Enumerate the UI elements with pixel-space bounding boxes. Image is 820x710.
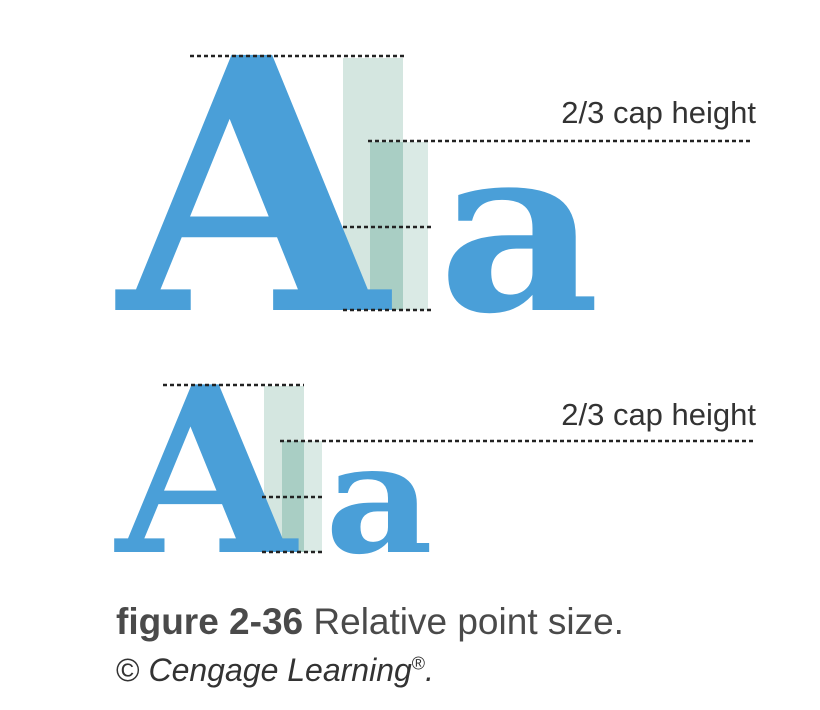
credit-name: Cengage Learning [148, 652, 411, 688]
figure-caption: figure 2-36 Relative point size. [116, 602, 624, 643]
credit-period: . [425, 652, 434, 688]
small-lowercase-letter: a [325, 409, 433, 588]
large-lowercase-letter: a [438, 95, 600, 365]
small-specimen: A a 2/3 cap height [114, 337, 756, 590]
registered-mark: ® [412, 653, 425, 673]
large-cap-letter: A [113, 0, 396, 393]
large-guide-label: 2/3 cap height [561, 95, 756, 130]
figure-number: figure 2-36 [116, 601, 303, 642]
large-specimen: A a 2/3 cap height [113, 0, 757, 393]
copyright-symbol: © [116, 652, 140, 688]
figure-credit: © Cengage Learning®. [116, 653, 434, 688]
small-guide-label: 2/3 cap height [561, 397, 756, 432]
figure-title: Relative point size. [313, 601, 624, 642]
relative-point-size-diagram: A a 2/3 cap height A a 2/3 cap height [0, 0, 820, 590]
